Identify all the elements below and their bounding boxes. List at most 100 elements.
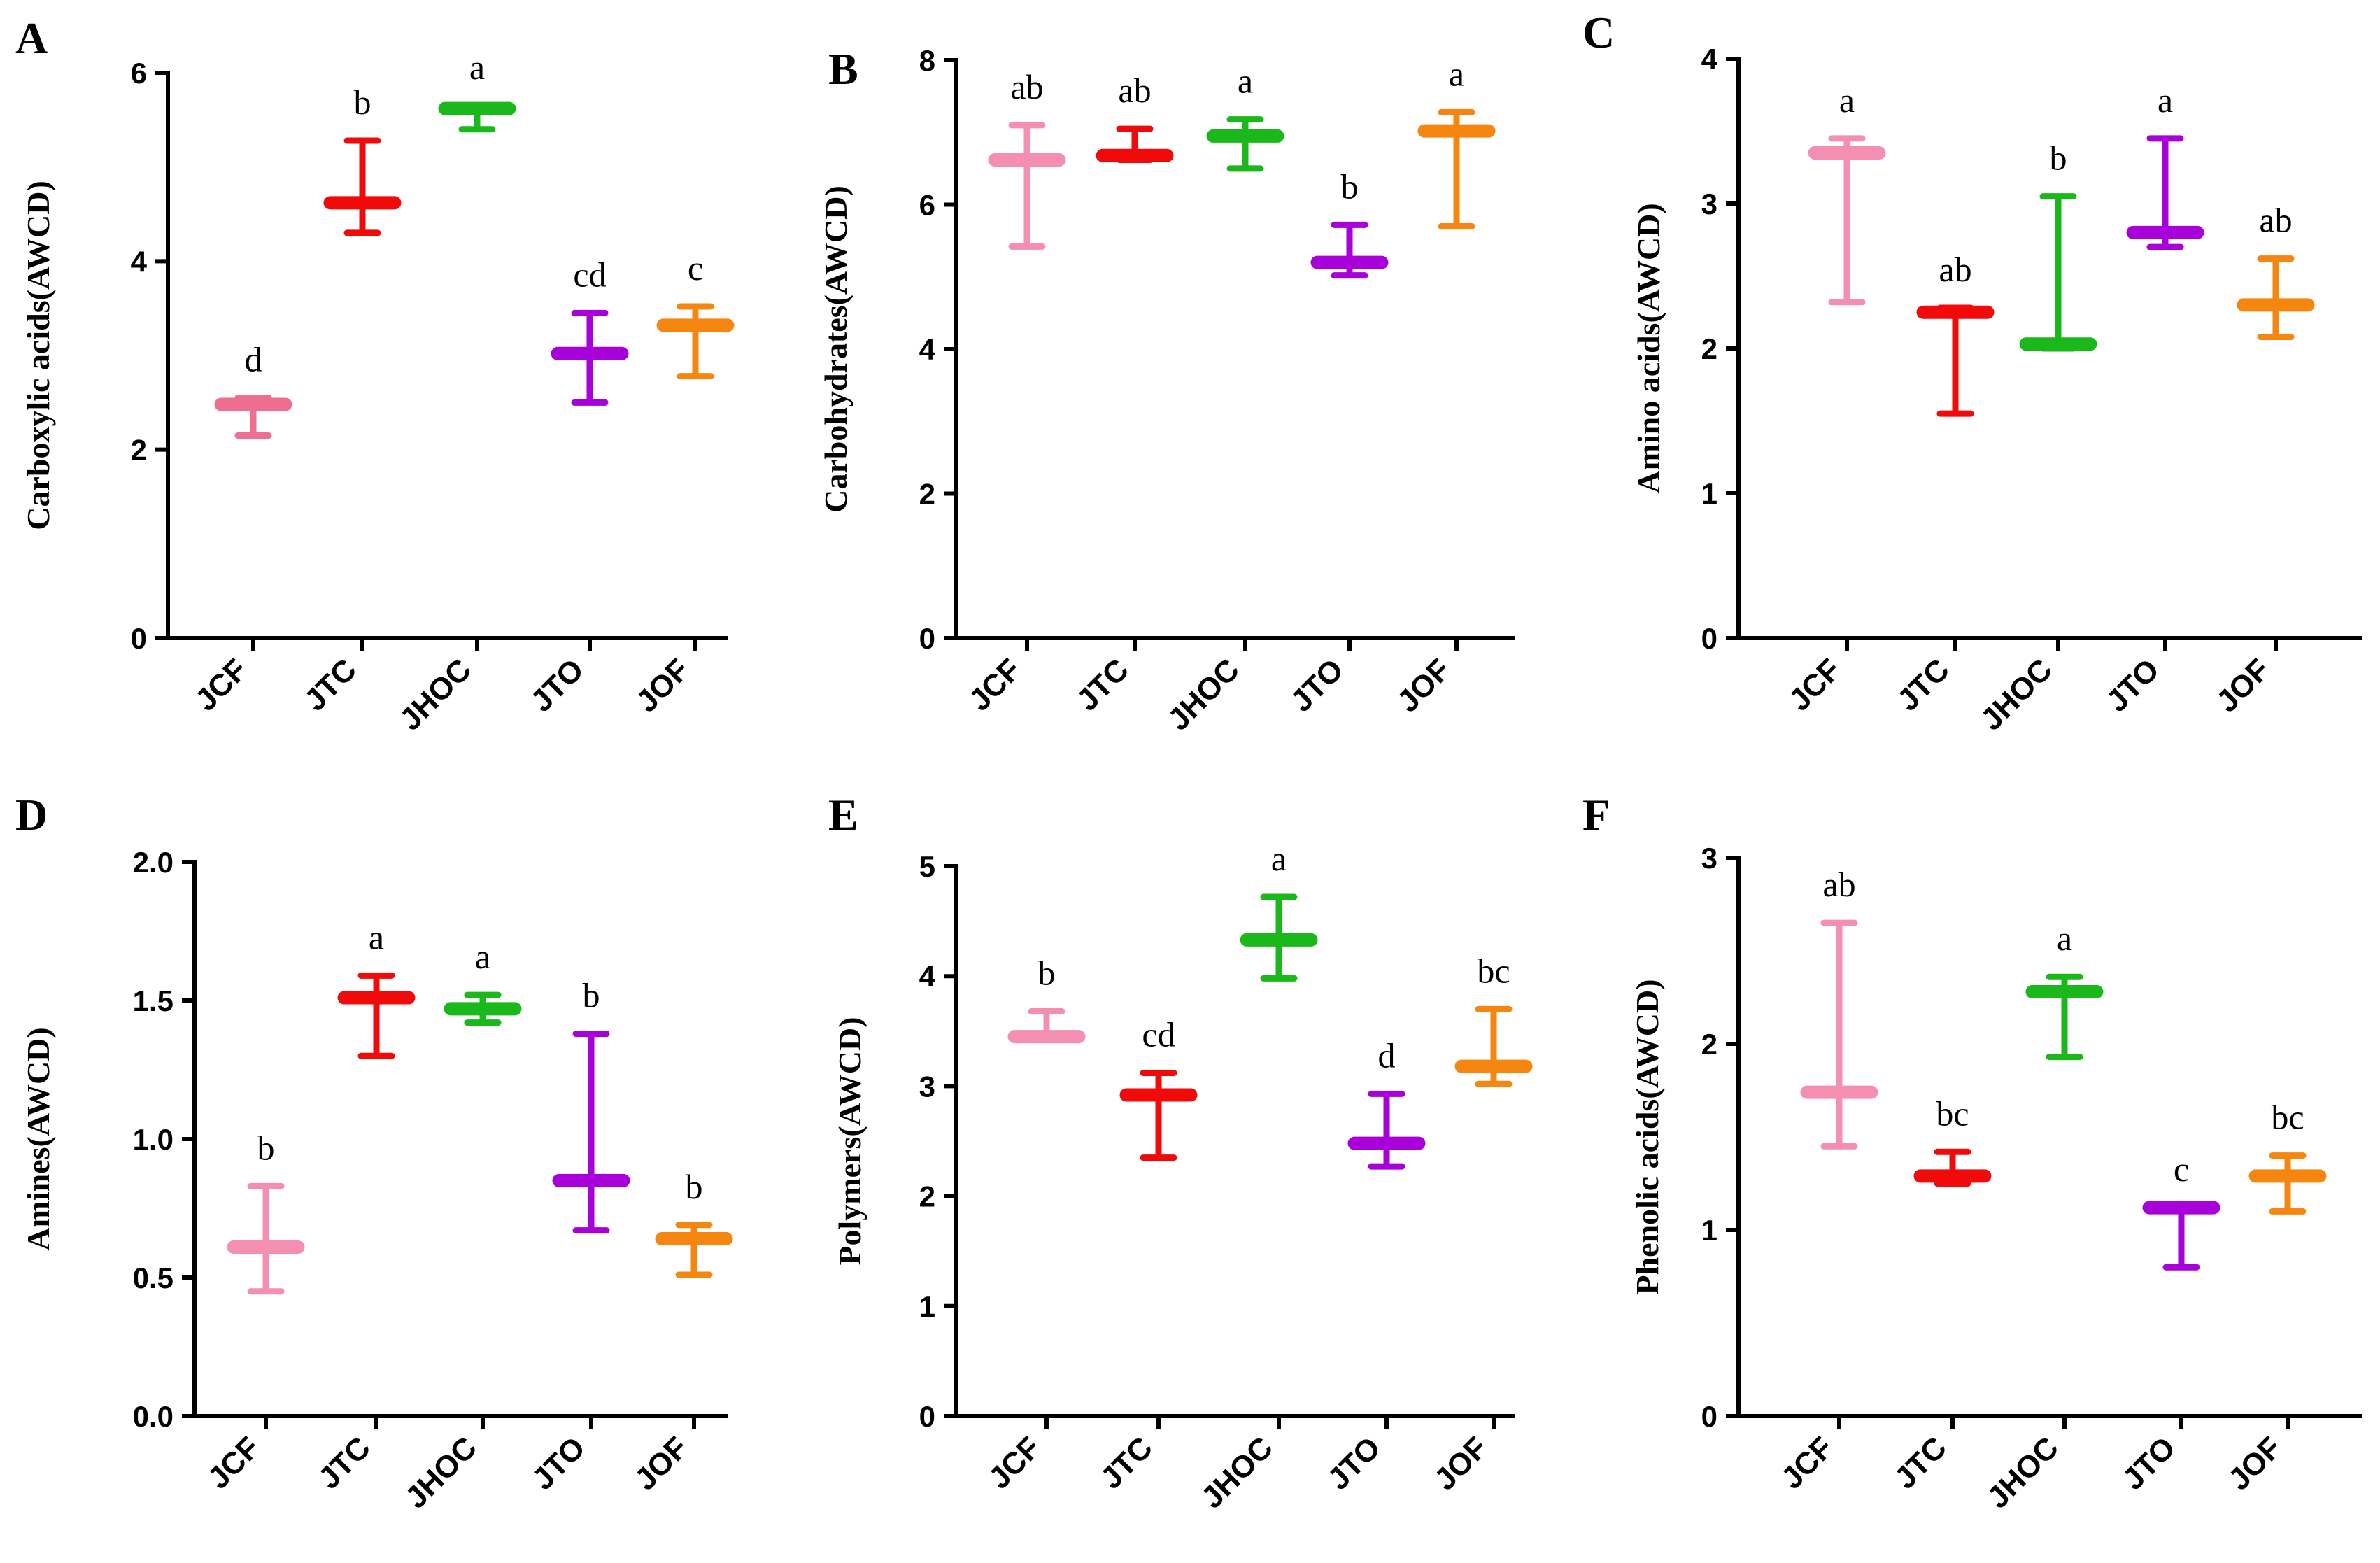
- y-tick-label: 0: [1701, 622, 1717, 655]
- x-tick-label: JTC: [1094, 1430, 1159, 1495]
- x-tick-label: JOF: [628, 1430, 695, 1497]
- significance-label: a: [2158, 80, 2173, 120]
- significance-label: ab: [1010, 67, 1043, 106]
- significance-label: a: [1238, 62, 1253, 101]
- series-mark-jof: [1417, 108, 1496, 229]
- series-mark-jto: [2126, 135, 2204, 250]
- significance-label: c: [2174, 1150, 2189, 1189]
- y-tick-label: 4: [919, 960, 936, 993]
- y-tick-label: 1: [1701, 1214, 1717, 1247]
- series-mark-jtc: [323, 137, 402, 236]
- significance-label: ab: [1118, 71, 1151, 110]
- series-mark-jto: [2142, 1201, 2220, 1271]
- series-mark-jhoc: [1206, 116, 1284, 172]
- panel-letter: D: [15, 790, 48, 840]
- panel-letter: E: [828, 790, 858, 840]
- significance-label: c: [688, 248, 703, 288]
- y-tick-label: 2: [1701, 1028, 1717, 1061]
- x-tick-label: JHOC: [1974, 652, 2059, 737]
- series-mark-jhoc: [444, 991, 522, 1026]
- series-mark-jcf: [1800, 919, 1878, 1150]
- y-tick-label: 4: [919, 333, 936, 366]
- series-mark-jcf: [227, 1182, 305, 1295]
- series-mark-jof: [2237, 255, 2315, 340]
- y-tick-label: 6: [131, 57, 147, 90]
- significance-label: b: [583, 976, 600, 1015]
- y-tick-label: 2: [919, 478, 935, 511]
- significance-label: b: [354, 83, 371, 122]
- series-mark-jof: [1454, 1005, 1533, 1087]
- y-axis-label: Carboxylic acids(AWCD): [20, 181, 56, 530]
- y-tick-label: 0.0: [133, 1400, 173, 1433]
- significance-label: ab: [2259, 201, 2292, 240]
- series-mark-jtc: [1913, 1148, 1992, 1187]
- series-mark-jof: [2248, 1152, 2327, 1215]
- panel-a: A 0 2 4 6 Carboxylic acids(AWCD) JCF d JTC b JHOC a…: [15, 13, 735, 737]
- y-tick-label: 2: [919, 1180, 935, 1213]
- series-mark-jhoc: [2025, 973, 2104, 1061]
- y-tick-label: 5: [919, 850, 935, 883]
- x-tick-label: JHOC: [1195, 1430, 1280, 1515]
- y-tick-label: 3: [919, 1070, 935, 1103]
- x-tick-label: JCF: [982, 1430, 1047, 1495]
- y-tick-label: 2.0: [133, 846, 173, 879]
- y-tick-label: 4: [131, 245, 148, 278]
- panel-d: D 0.0 0.5 1.0 1.5 2.0 Amines(AWCD) JCF b JTC a JHOC…: [15, 790, 733, 1515]
- significance-label: a: [369, 917, 384, 956]
- x-tick-label: JHOC: [399, 1430, 483, 1515]
- significance-label: b: [257, 1128, 275, 1167]
- significance-label: a: [2057, 919, 2072, 958]
- x-tick-label: JTO: [1321, 1430, 1387, 1497]
- significance-label: b: [2050, 139, 2067, 178]
- x-tick-label: JHOC: [1981, 1430, 2065, 1515]
- panel-letter: F: [1582, 790, 1610, 840]
- y-axis-label: Carbohydrates(AWCD): [818, 185, 853, 513]
- significance-label: a: [475, 937, 490, 976]
- series-mark-jof: [655, 1222, 733, 1278]
- panel-letter: B: [828, 44, 858, 94]
- series-mark-jto: [1347, 1090, 1426, 1170]
- x-tick-label: JOF: [2222, 1430, 2288, 1497]
- x-tick-label: JCF: [963, 652, 1028, 717]
- x-tick-label: JOF: [1428, 1430, 1494, 1497]
- y-tick-label: 0.5: [133, 1261, 173, 1294]
- y-tick-label: 0: [1701, 1400, 1717, 1433]
- series-mark-jtc: [1916, 304, 1995, 417]
- significance-label: ab: [1939, 250, 1971, 289]
- y-tick-label: 2: [1701, 332, 1717, 365]
- significance-label: b: [1341, 167, 1359, 206]
- significance-label: cd: [1142, 1015, 1175, 1054]
- x-tick-label: JTO: [525, 1430, 592, 1497]
- x-tick-label: JOF: [630, 652, 696, 719]
- series-mark-jto: [551, 309, 629, 406]
- y-tick-label: 2: [131, 434, 147, 467]
- significance-label: a: [1839, 80, 1855, 120]
- x-tick-label: JCF: [1783, 652, 1848, 717]
- significance-label: d: [1378, 1035, 1396, 1075]
- series-mark-jhoc: [438, 101, 516, 133]
- series-mark-jcf: [1808, 135, 1886, 306]
- panel-c: C 0 1 2 3 4 Amino acids(AWCD) JCF a JTC ab JHOC b JTO…: [1582, 8, 2362, 737]
- y-tick-label: 8: [919, 44, 935, 77]
- panel-letter: C: [1582, 8, 1615, 57]
- significance-label: a: [469, 48, 485, 87]
- y-tick-label: 0: [919, 1400, 935, 1433]
- y-tick-label: 0: [131, 622, 147, 655]
- series-mark-jof: [656, 303, 735, 380]
- x-tick-label: JTC: [298, 652, 363, 717]
- y-tick-label: 4: [1701, 43, 1718, 76]
- x-tick-label: JOF: [1391, 652, 1457, 719]
- significance-label: bc: [2271, 1098, 2304, 1137]
- series-mark-jcf: [988, 122, 1066, 250]
- series-mark-jto: [1310, 221, 1389, 279]
- panel-b: B02468Carbohydrates(AWCD)JCFabJTCabJHOCa…: [818, 44, 1515, 737]
- y-tick-label: 1: [919, 1290, 935, 1323]
- panel-letter: A: [15, 13, 48, 63]
- series-mark-jtc: [1119, 1070, 1198, 1161]
- x-tick-label: JTC: [1891, 652, 1956, 717]
- significance-label: a: [1449, 54, 1464, 93]
- x-tick-label: JTC: [312, 1430, 377, 1495]
- significance-label: bc: [1936, 1094, 1969, 1133]
- x-tick-label: JTC: [1070, 652, 1135, 717]
